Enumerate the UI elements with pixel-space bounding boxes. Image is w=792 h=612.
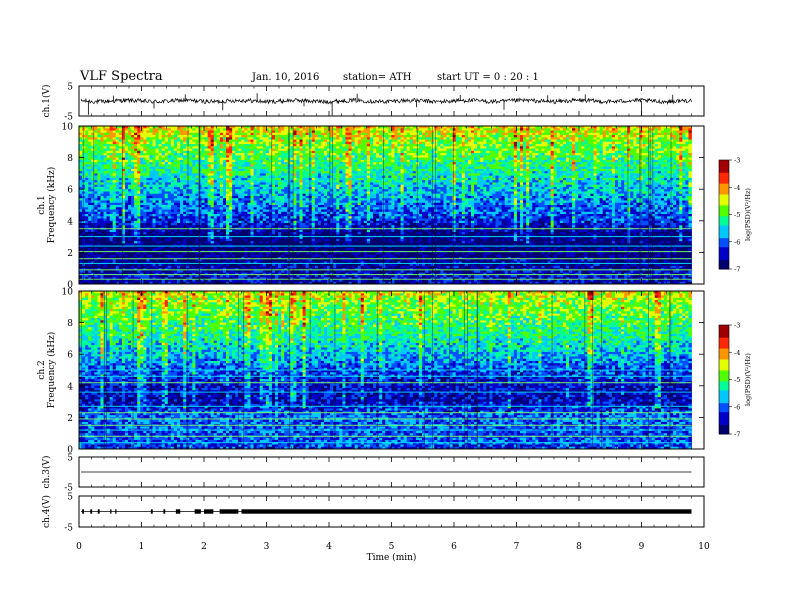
- y-tick-label: 2: [67, 414, 73, 424]
- ch4-pulse: [163, 509, 165, 513]
- x-tick-label: 3: [264, 542, 270, 552]
- ch4-pulse: [151, 509, 153, 513]
- y-axis-label: ch.1(V): [41, 85, 52, 118]
- y-axis-label: Frequency (kHz): [46, 167, 57, 244]
- y-tick-label: 4: [67, 217, 73, 227]
- y-tick-label: 5: [67, 454, 73, 464]
- colorbar-tick-label: -6: [734, 403, 740, 411]
- ch4-pulse: [115, 509, 116, 513]
- ch4-pulse: [98, 509, 100, 513]
- x-tick-label: 9: [639, 542, 645, 552]
- y-tick-label: 4: [67, 382, 73, 392]
- x-tick-label: 10: [698, 542, 710, 552]
- colorbar-label: log(PSD)(V²/Hz): [744, 188, 752, 241]
- x-tick-label: 7: [514, 542, 520, 552]
- y-tick-label: 6: [67, 351, 73, 361]
- ch4-pulse: [195, 509, 201, 513]
- colorbar-tick-label: -4: [734, 349, 740, 357]
- ch2-spectrogram: [79, 291, 692, 449]
- x-tick-label: 2: [201, 542, 207, 552]
- x-tick-label: 0: [76, 542, 82, 552]
- ch1-trace: [81, 98, 691, 103]
- x-tick-label: 6: [451, 542, 457, 552]
- y-axis-label: ch.2: [37, 360, 47, 379]
- vlf-spectra-figure: 5-5ch.1(V)0246810ch.1 Frequency (kHz)-3-4…: [0, 0, 792, 612]
- ch1-spectrogram: [79, 126, 692, 284]
- colorbar-label: log(PSD)(V²/Hz): [744, 353, 752, 406]
- colorbar-tick-label: -6: [734, 238, 740, 246]
- colorbar-tick-label: -7: [734, 431, 740, 439]
- ch4-pulse: [242, 509, 692, 513]
- ch4-pulse: [82, 509, 84, 513]
- x-tick-label: 4: [326, 542, 332, 552]
- ch4-pulse: [204, 509, 213, 513]
- y-tick-label: 8: [67, 154, 73, 164]
- colorbar-tick-label: -3: [734, 157, 740, 165]
- ch4-pulse: [90, 509, 92, 513]
- y-tick-label: 8: [67, 319, 73, 329]
- colorbar-tick-label: -4: [734, 184, 740, 192]
- y-tick-label: 2: [67, 249, 73, 259]
- y-tick-label: -5: [64, 113, 73, 123]
- colorbar-ch2-spectrogram: -3 -4 -5 -6 -7 log(PSD)(V²/Hz): [719, 322, 752, 439]
- y-axis-label: ch.4(V): [41, 495, 52, 528]
- y-tick-label: -5: [64, 524, 73, 534]
- colorbar-tick-label: -3: [734, 322, 740, 330]
- x-tick-label: 1: [139, 542, 145, 552]
- colorbar-tick-label: -5: [734, 211, 740, 219]
- colorbar-ch1-spectrogram: -3 -4 -5 -6 -7 log(PSD)(V²/Hz): [719, 157, 752, 274]
- y-tick-label: 5: [67, 83, 73, 93]
- ch4-pulse: [176, 509, 180, 513]
- colorbar-tick-label: -5: [734, 376, 740, 384]
- y-axis-label: Frequency (kHz): [46, 332, 57, 409]
- ch4-pulse: [220, 509, 239, 513]
- y-axis-label: ch.3(V): [41, 456, 52, 489]
- ch4-pulse: [110, 509, 111, 513]
- y-tick-label: 5: [67, 493, 73, 503]
- y-tick-label: 6: [67, 186, 73, 196]
- y-axis-label: ch.1: [37, 195, 47, 214]
- colorbar-tick-label: -7: [734, 266, 740, 274]
- y-tick-label: 10: [62, 123, 74, 133]
- x-tick-label: 8: [576, 542, 582, 552]
- x-axis-title: Time (min): [367, 552, 417, 563]
- x-tick-label: 5: [389, 542, 395, 552]
- y-tick-label: 10: [62, 288, 74, 298]
